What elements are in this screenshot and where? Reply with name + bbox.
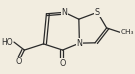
- Text: HO: HO: [1, 38, 13, 47]
- Text: O: O: [15, 57, 22, 66]
- Text: N: N: [76, 39, 82, 48]
- Text: CH₃: CH₃: [121, 29, 134, 35]
- Text: O: O: [59, 59, 66, 68]
- Text: S: S: [95, 8, 100, 17]
- Text: N: N: [61, 8, 67, 17]
